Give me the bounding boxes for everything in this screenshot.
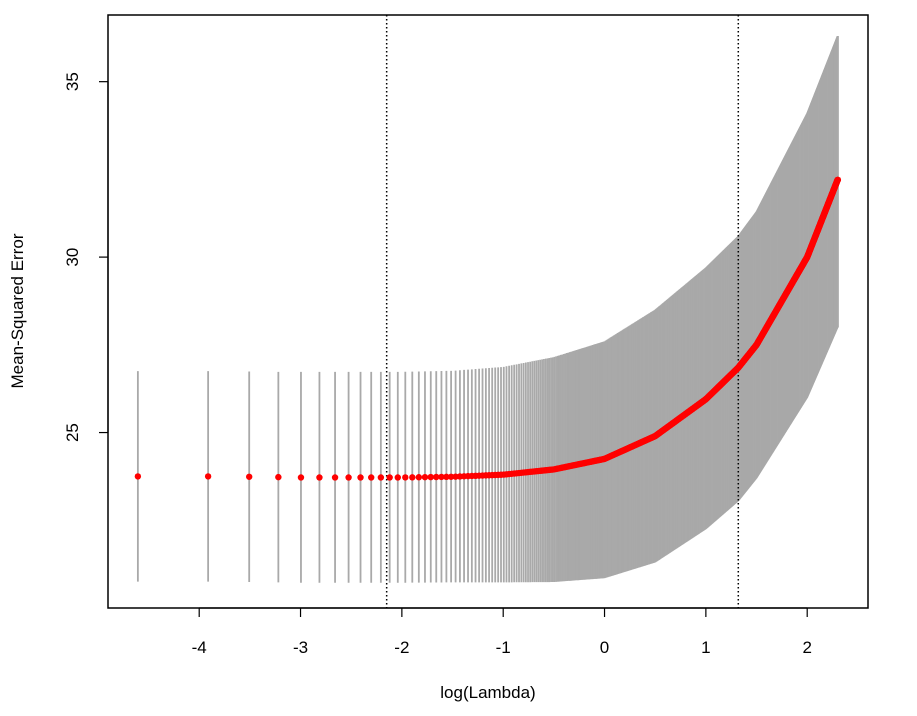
data-point — [415, 474, 423, 481]
points — [134, 176, 842, 481]
data-point — [402, 474, 409, 481]
x-tick-label: 1 — [701, 638, 710, 657]
data-point — [246, 473, 253, 480]
reference-lines — [385, 15, 740, 608]
data-point — [433, 473, 440, 481]
x-tick-label: -3 — [293, 638, 308, 657]
y-tick-label: 30 — [63, 248, 82, 267]
data-point — [438, 473, 445, 481]
x-tick-label: 2 — [802, 638, 811, 657]
data-point — [345, 474, 352, 481]
data-point — [204, 473, 212, 480]
data-point — [357, 474, 364, 481]
data-point — [386, 474, 393, 481]
x-axis: -4 -3 -2 -1 0 1 2 — [192, 607, 812, 657]
data-point — [275, 473, 282, 481]
data-point — [297, 474, 305, 481]
data-point — [409, 474, 416, 481]
x-tick-label: 0 — [600, 638, 609, 657]
x-axis-title: log(Lambda) — [440, 683, 535, 702]
data-point — [134, 473, 142, 480]
data-point — [447, 473, 455, 480]
data-point — [443, 473, 450, 481]
data-point — [377, 474, 385, 481]
x-tick-label: -4 — [192, 638, 207, 657]
y-axis: 25 30 35 — [63, 72, 109, 442]
error-bars — [136, 36, 839, 583]
y-axis-title: Mean-Squared Error — [8, 233, 27, 388]
data-point — [394, 474, 401, 481]
y-tick-label: 35 — [63, 72, 82, 91]
data-point — [368, 474, 375, 481]
data-point — [331, 474, 339, 481]
data-point — [427, 473, 434, 481]
y-tick-label: 25 — [63, 423, 82, 442]
data-point — [834, 176, 842, 184]
x-tick-label: -1 — [496, 638, 511, 657]
x-tick-label: -2 — [394, 638, 409, 657]
data-point — [421, 473, 429, 481]
data-point — [316, 474, 323, 481]
